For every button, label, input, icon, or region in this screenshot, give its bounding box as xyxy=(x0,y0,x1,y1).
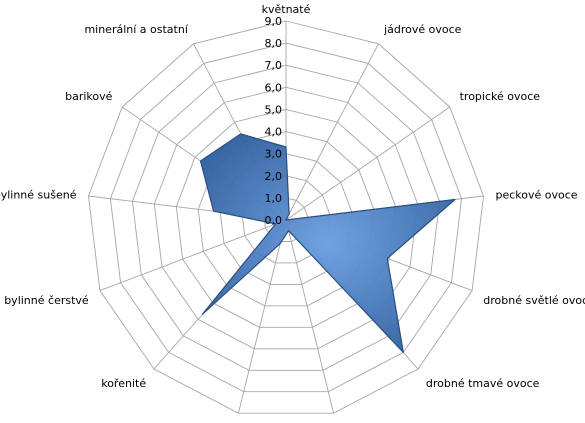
tick-label: 1,0 xyxy=(265,192,283,205)
axis-spoke xyxy=(99,219,287,292)
category-label: kořenité xyxy=(101,377,146,390)
tick-label: 9,0 xyxy=(265,15,283,28)
category-label: tropické ovoce xyxy=(460,90,541,103)
radar-grid xyxy=(88,20,484,414)
category-label: drobné světlé ovoce xyxy=(483,294,585,307)
axis-spoke xyxy=(237,219,287,414)
axis-spoke xyxy=(285,219,335,414)
grid-ring xyxy=(153,86,419,350)
tick-label: 2,0 xyxy=(265,170,283,183)
category-label: minerální a ostatní xyxy=(84,23,188,36)
axis-spoke xyxy=(285,106,451,221)
category-label: barikové xyxy=(65,90,113,103)
series-area xyxy=(199,133,456,353)
tick-label: 3,0 xyxy=(265,148,283,161)
radial-tick-labels: 0,0 1,0 2,0 3,0 4,0 5,0 6,0 7,0 8,0 9,0 xyxy=(265,15,283,227)
category-labels: květnaté jádrové ovoce tropické ovoce pecko… xyxy=(0,3,585,390)
tick-label: 5,0 xyxy=(265,103,283,116)
category-label: drobné tmavé ovoce xyxy=(426,377,540,390)
tick-label: 8,0 xyxy=(265,37,283,50)
axis-spoke xyxy=(285,43,379,221)
tick-label: 6,0 xyxy=(265,81,283,94)
category-label: jádrové ovoce xyxy=(383,23,462,36)
category-label: bylinné sušené xyxy=(0,189,77,202)
category-label: peckové ovoce xyxy=(496,189,578,202)
grid-ring xyxy=(175,108,397,328)
tick-label: 4,0 xyxy=(265,126,283,139)
radar-series xyxy=(199,133,456,353)
category-label: květnaté xyxy=(262,3,311,16)
category-label: bylinné čerstvé xyxy=(4,294,89,307)
grid-ring xyxy=(109,42,463,393)
grid-ring xyxy=(88,20,484,414)
tick-label: 0,0 xyxy=(265,214,283,227)
tick-label: 7,0 xyxy=(265,59,283,72)
grid-ring xyxy=(131,64,441,371)
